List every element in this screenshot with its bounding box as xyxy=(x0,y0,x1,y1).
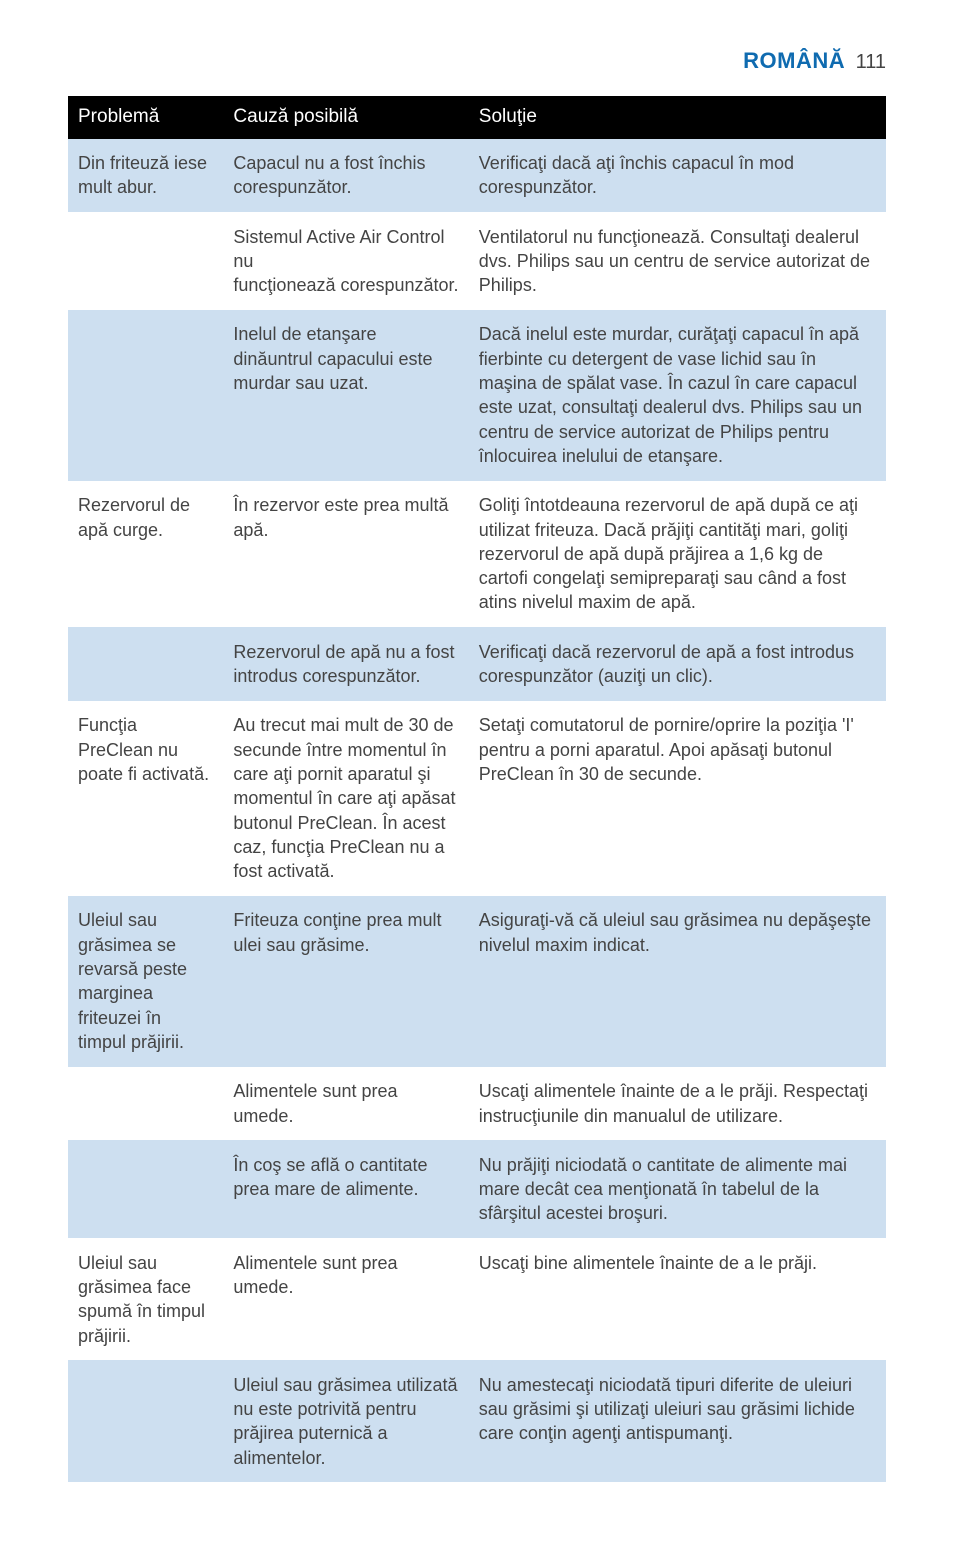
document-page: ROMÂNĂ 111 Problemă Cauză posibilă Soluţ… xyxy=(0,0,954,1542)
column-header-cause: Cauză posibilă xyxy=(223,96,468,139)
column-header-problem: Problemă xyxy=(68,96,223,139)
table-row: Sistemul Active Air Control nufuncţionea… xyxy=(68,212,886,310)
cell-problem xyxy=(68,627,223,701)
table-row: Alimentele sunt prea umede.Uscaţi alimen… xyxy=(68,1067,886,1141)
table-row: În coş se află o cantitate prea mare de … xyxy=(68,1140,886,1238)
cell-solution: Verificaţi dacă aţi închis capacul în mo… xyxy=(469,139,886,213)
cell-problem xyxy=(68,1140,223,1238)
cell-cause: În rezervor este prea multă apă. xyxy=(223,481,468,627)
table-row: Uleiul sau grăsimea se revarsă peste mar… xyxy=(68,896,886,1067)
column-header-solution: Soluţie xyxy=(469,96,886,139)
cell-solution: Setaţi comutatorul de pornire/oprire la … xyxy=(469,701,886,896)
cell-cause: În coş se află o cantitate prea mare de … xyxy=(223,1140,468,1238)
cell-cause: Alimentele sunt prea umede. xyxy=(223,1067,468,1141)
cell-cause: Friteuza conţine prea mult ulei sau grăs… xyxy=(223,896,468,1067)
cell-solution: Nu amestecaţi niciodată tipuri diferite … xyxy=(469,1360,886,1482)
table-row: Uleiul sau grăsimea face spumă în timpul… xyxy=(68,1238,886,1360)
language-label: ROMÂNĂ xyxy=(743,48,845,73)
page-number: 111 xyxy=(856,51,886,73)
cell-problem: Uleiul sau grăsimea face spumă în timpul… xyxy=(68,1238,223,1360)
table-row: Din friteuză iese mult abur.Capacul nu a… xyxy=(68,139,886,213)
table-header-row: Problemă Cauză posibilă Soluţie xyxy=(68,96,886,139)
cell-problem xyxy=(68,212,223,310)
cell-cause: Uleiul sau grăsimea utilizată nu este po… xyxy=(223,1360,468,1482)
table-row: Inelul de etanşare dinăuntrul capacului … xyxy=(68,310,886,481)
cell-problem: Rezervorul de apă curge. xyxy=(68,481,223,627)
cell-cause: Inelul de etanşare dinăuntrul capacului … xyxy=(223,310,468,481)
page-header: ROMÂNĂ 111 xyxy=(68,48,886,74)
table-row: Rezervorul de apă curge.În rezervor este… xyxy=(68,481,886,627)
table-row: Funcţia PreClean nu poate fi activată.Au… xyxy=(68,701,886,896)
table-body: Din friteuză iese mult abur.Capacul nu a… xyxy=(68,139,886,1483)
cell-solution: Ventilatorul nu funcţionează. Consultaţi… xyxy=(469,212,886,310)
cell-problem: Din friteuză iese mult abur. xyxy=(68,139,223,213)
cell-cause: Sistemul Active Air Control nufuncţionea… xyxy=(223,212,468,310)
cell-solution: Asiguraţi-vă că uleiul sau grăsimea nu d… xyxy=(469,896,886,1067)
table-row: Uleiul sau grăsimea utilizată nu este po… xyxy=(68,1360,886,1482)
cell-solution: Uscaţi bine alimentele înainte de a le p… xyxy=(469,1238,886,1360)
cell-problem xyxy=(68,1067,223,1141)
cell-cause: Rezervorul de apă nu a fost introdus cor… xyxy=(223,627,468,701)
cell-problem: Uleiul sau grăsimea se revarsă peste mar… xyxy=(68,896,223,1067)
cell-solution: Dacă inelul este murdar, curăţaţi capacu… xyxy=(469,310,886,481)
table-row: Rezervorul de apă nu a fost introdus cor… xyxy=(68,627,886,701)
troubleshooting-table: Problemă Cauză posibilă Soluţie Din frit… xyxy=(68,96,886,1482)
cell-solution: Nu prăjiţi niciodată o cantitate de alim… xyxy=(469,1140,886,1238)
cell-solution: Uscaţi alimentele înainte de a le prăji.… xyxy=(469,1067,886,1141)
cell-solution: Goliţi întotdeauna rezervorul de apă dup… xyxy=(469,481,886,627)
cell-problem xyxy=(68,1360,223,1482)
cell-cause: Alimentele sunt prea umede. xyxy=(223,1238,468,1360)
cell-cause: Au trecut mai mult de 30 de secunde într… xyxy=(223,701,468,896)
cell-problem: Funcţia PreClean nu poate fi activată. xyxy=(68,701,223,896)
cell-cause: Capacul nu a fost închis corespunzător. xyxy=(223,139,468,213)
cell-problem xyxy=(68,310,223,481)
cell-solution: Verificaţi dacă rezervorul de apă a fost… xyxy=(469,627,886,701)
